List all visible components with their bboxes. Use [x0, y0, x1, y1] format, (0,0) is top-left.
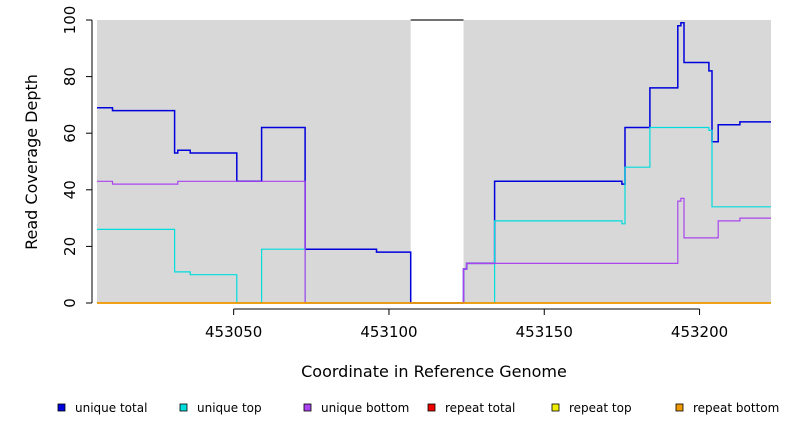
legend-swatch [675, 403, 684, 412]
legend-label: repeat total [445, 401, 515, 415]
legend: unique total unique top unique bottom repea… [57, 401, 779, 415]
y-tick-label: 40 [61, 180, 79, 199]
x-tick-label: 453050 [205, 323, 262, 341]
series-layer [97, 22, 771, 304]
legend-label: unique total [75, 401, 147, 415]
x-axis-title: Coordinate in Reference Genome [301, 362, 567, 381]
series-line-unique-top [97, 126, 771, 304]
legend-swatch [427, 403, 436, 412]
legend-item-unique-top: unique top [179, 401, 262, 415]
x-tick-label: 453150 [516, 323, 573, 341]
legend-swatch [179, 403, 188, 412]
plot-panel [97, 19, 771, 303]
series-line-unique-bottom [97, 180, 771, 304]
legend-swatch [551, 403, 560, 412]
panel-background-left [97, 20, 411, 303]
legend-swatch [57, 403, 66, 412]
y-tick-label: 100 [61, 6, 79, 35]
panel-background-right [463, 20, 771, 303]
legend-item-unique-bottom: unique bottom [303, 401, 409, 415]
legend-item-repeat-bottom: repeat bottom [675, 401, 779, 415]
y-tick-label: 80 [61, 67, 79, 86]
y-tick-label: 20 [61, 237, 79, 256]
legend-item-repeat-top: repeat top [551, 401, 632, 415]
x-tick-label: 453200 [671, 323, 728, 341]
y-tick-label: 0 [61, 298, 79, 308]
legend-item-repeat-total: repeat total [427, 401, 515, 415]
legend-label: unique top [197, 401, 262, 415]
y-axis-title: Read Coverage Depth [22, 74, 41, 250]
legend-item-unique-total: unique total [57, 401, 147, 415]
legend-swatch [303, 403, 312, 412]
legend-label: repeat bottom [693, 401, 779, 415]
x-tick-label: 453100 [360, 323, 417, 341]
legend-label: unique bottom [321, 401, 409, 415]
y-tick-label: 60 [61, 124, 79, 143]
legend-label: repeat top [569, 401, 632, 415]
axes: 0 20 40 60 80 100 453050 453100 453150 453200 [61, 6, 728, 341]
